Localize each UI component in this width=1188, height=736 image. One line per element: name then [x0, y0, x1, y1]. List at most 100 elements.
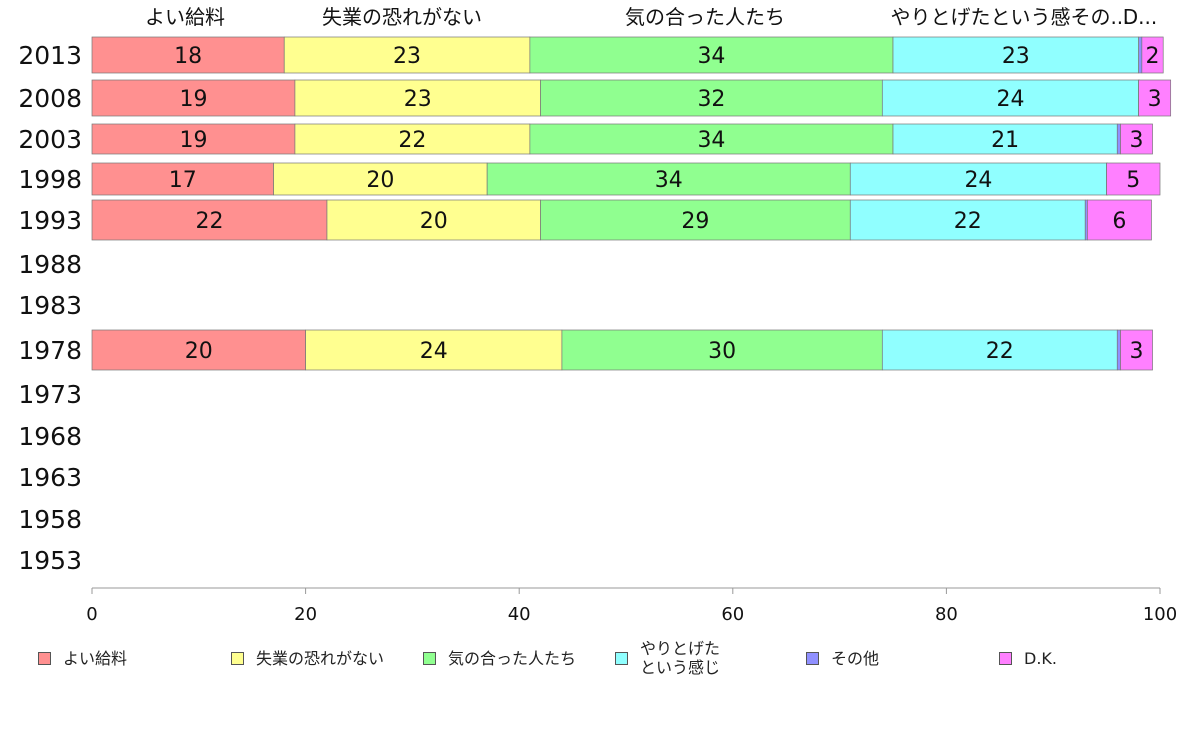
bar-segment: [849, 162, 1107, 196]
data-label: 3: [1148, 87, 1162, 112]
bar-segment: [1116, 123, 1121, 155]
data-label: 34: [655, 168, 683, 193]
top-category-label: よい給料: [145, 5, 225, 29]
bar-segment: [892, 36, 1139, 74]
bar-segment: [881, 79, 1139, 117]
top-category-label: D...: [1123, 5, 1157, 29]
x-tick-label: 100: [1143, 604, 1177, 625]
legend-item: 失業の恐れがない: [231, 636, 384, 680]
bar-segment: [1141, 36, 1164, 74]
y-tick-label: 1988: [18, 250, 82, 279]
legend-item: やりとげた という感じ: [615, 636, 720, 680]
x-tick-label: 0: [86, 604, 97, 625]
x-tick-label: 20: [294, 604, 317, 625]
legend-swatch: [806, 651, 819, 665]
data-label: 24: [996, 87, 1024, 112]
data-label: 24: [420, 339, 448, 364]
y-tick-label: 1998: [18, 165, 82, 194]
legend-item: よい給料: [38, 636, 127, 680]
data-label: 23: [393, 44, 421, 69]
legend-label: 失業の恐れがない: [256, 648, 385, 668]
bar-segment: [1120, 329, 1153, 371]
legend-label: よい給料: [63, 648, 128, 668]
data-label: 6: [1112, 209, 1126, 234]
data-label: 34: [697, 44, 725, 69]
bar-segment: [849, 199, 1086, 241]
bar-segment: [529, 36, 894, 74]
bar-segment: [91, 329, 306, 371]
data-label: 21: [991, 128, 1019, 153]
y-tick-label: 1993: [18, 206, 82, 235]
bar-segment: [91, 79, 296, 117]
bar-segment: [283, 36, 531, 74]
bar-segment: [305, 329, 563, 371]
legend-label: やりとげた という感じ: [640, 639, 721, 677]
bar-segment: [1116, 329, 1121, 371]
y-tick-label: 1963: [18, 463, 82, 492]
legend-label: その他: [831, 648, 880, 668]
chart-legend: よい給料 失業の恐れがない 気の合った人たち やりとげた という感じ その他 D.K.: [38, 636, 1178, 686]
bar-segment: [561, 329, 883, 371]
data-label: 18: [174, 44, 202, 69]
bar-segment: [1087, 199, 1152, 241]
data-label: 19: [179, 87, 207, 112]
bar-segment: [540, 199, 851, 241]
legend-label: D.K.: [1024, 648, 1057, 668]
bar-segment: [881, 329, 1118, 371]
data-label: 17: [169, 168, 197, 193]
bar-segment: [294, 123, 531, 155]
legend-item: その他: [806, 636, 879, 680]
legend-item: 気の合った人たち: [423, 636, 576, 680]
y-tick-label: 2013: [18, 41, 82, 70]
data-label: 22: [954, 209, 982, 234]
bar-segment: [1120, 123, 1153, 155]
bar-segment: [326, 199, 541, 241]
data-label: 3: [1130, 339, 1144, 364]
y-tick-label: 1973: [18, 380, 82, 409]
data-label: 34: [697, 128, 725, 153]
data-label: 3: [1130, 128, 1144, 153]
legend-swatch: [615, 651, 628, 665]
data-label: 22: [986, 339, 1014, 364]
x-tick-label: 40: [508, 604, 531, 625]
bar-segment: [91, 199, 328, 241]
top-category-label: やりとげたという感その...: [890, 5, 1129, 29]
y-tick-label: 1983: [18, 291, 82, 320]
data-label: 22: [398, 128, 426, 153]
legend-swatch: [231, 651, 244, 665]
bar-segment: [540, 79, 883, 117]
data-label: 20: [420, 209, 448, 234]
x-tick-label: 80: [935, 604, 958, 625]
bar-segment: [1106, 162, 1161, 196]
bar-segment: [273, 162, 488, 196]
top-category-label: 気の合った人たち: [625, 5, 785, 29]
y-tick-label: 2003: [18, 125, 82, 154]
data-label: 5: [1126, 168, 1140, 193]
data-label: 23: [1002, 44, 1030, 69]
legend-label: 気の合った人たち: [448, 648, 577, 668]
y-tick-label: 1978: [18, 336, 82, 365]
data-label: 20: [366, 168, 394, 193]
y-tick-label: 1953: [18, 546, 82, 575]
bar-segment: [91, 162, 274, 196]
data-label: 2: [1146, 44, 1160, 69]
y-tick-label: 1958: [18, 505, 82, 534]
bar-segment: [294, 79, 541, 117]
data-label: 19: [179, 128, 207, 153]
x-tick-label: 60: [721, 604, 744, 625]
data-label: 30: [708, 339, 736, 364]
bar-segment: [1138, 36, 1143, 74]
bar-segment: [91, 123, 296, 155]
legend-item: D.K.: [999, 636, 1057, 680]
data-label: 22: [195, 209, 223, 234]
y-tick-label: 1968: [18, 422, 82, 451]
legend-swatch: [999, 651, 1012, 665]
bar-segment: [529, 123, 894, 155]
data-label: 20: [185, 339, 213, 364]
chart-plot: よい給料 失業の恐れがない 気の合った人たち やりとげたという感その...D...20…: [18, 5, 1177, 625]
y-tick-label: 2008: [18, 84, 82, 113]
top-category-label: 失業の恐れがない: [322, 5, 482, 29]
bar-segment: [1138, 79, 1172, 117]
data-label: 24: [964, 168, 992, 193]
